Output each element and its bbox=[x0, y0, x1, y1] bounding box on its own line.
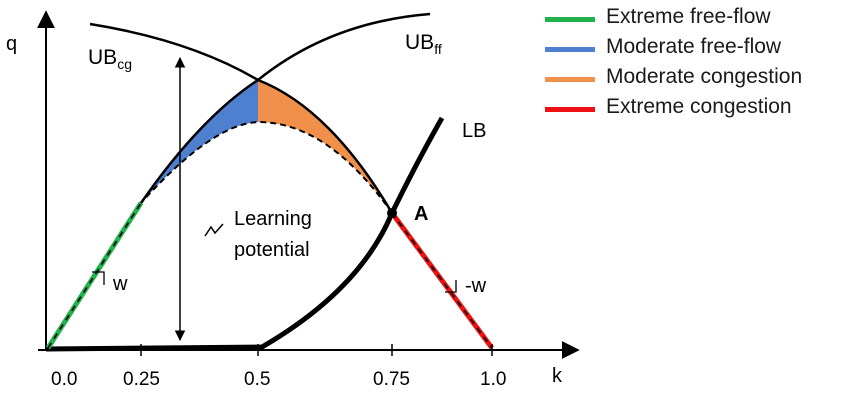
legend-swatch bbox=[545, 107, 595, 112]
moderate-free-flow-region bbox=[141, 80, 258, 203]
legend-swatch bbox=[545, 17, 595, 22]
legend-label: Moderate free-flow bbox=[606, 35, 782, 58]
legend-label: Extreme congestion bbox=[606, 95, 792, 118]
dashed-fundamental-curve bbox=[47, 120, 493, 349]
tick-label-0: 0.0 bbox=[51, 369, 77, 390]
legend-swatch bbox=[545, 47, 595, 52]
ub-cg-label: UBcg bbox=[88, 46, 132, 72]
lb-label: LB bbox=[462, 120, 486, 142]
point-a-label: A bbox=[414, 203, 428, 225]
legend-item-extreme-congestion: Extreme congestion bbox=[545, 94, 845, 124]
legend-item-extreme-free-flow: Extreme free-flow bbox=[545, 4, 845, 34]
legend-label: Moderate congestion bbox=[606, 65, 803, 88]
legend-item-moderate-congestion: Moderate congestion bbox=[545, 64, 845, 94]
legend-item-moderate-free-flow: Moderate free-flow bbox=[545, 34, 845, 64]
moderate-congestion-region bbox=[258, 80, 392, 213]
lb-curve bbox=[45, 116, 445, 352]
extreme-free-flow-dash bbox=[47, 202, 142, 349]
point-a-dot bbox=[387, 208, 397, 218]
tick-label-2: 0.5 bbox=[244, 369, 270, 390]
learning-potential-label-1: Learning bbox=[234, 208, 312, 230]
slope-w-label: w bbox=[112, 273, 128, 295]
legend: Extreme free-flow Moderate free-flow Mod… bbox=[545, 4, 845, 124]
x-axis-label: k bbox=[552, 365, 563, 387]
slope-marker-right bbox=[445, 280, 457, 293]
tick-label-1: 0.25 bbox=[123, 369, 160, 390]
legend-swatch bbox=[545, 77, 595, 82]
slope-neg-w-label: -w bbox=[465, 275, 487, 297]
extreme-congestion-line bbox=[389, 211, 495, 350]
tick-label-4: 1.0 bbox=[480, 369, 506, 390]
slope-marker-left bbox=[92, 271, 105, 285]
learning-potential-label-2: potential bbox=[234, 239, 310, 261]
squiggle-icon bbox=[204, 223, 224, 237]
ub-ff-label: UBff bbox=[405, 31, 442, 57]
legend-label: Extreme free-flow bbox=[606, 5, 771, 28]
tick-label-3: 0.75 bbox=[373, 369, 410, 390]
y-axis-label: q bbox=[6, 33, 17, 55]
